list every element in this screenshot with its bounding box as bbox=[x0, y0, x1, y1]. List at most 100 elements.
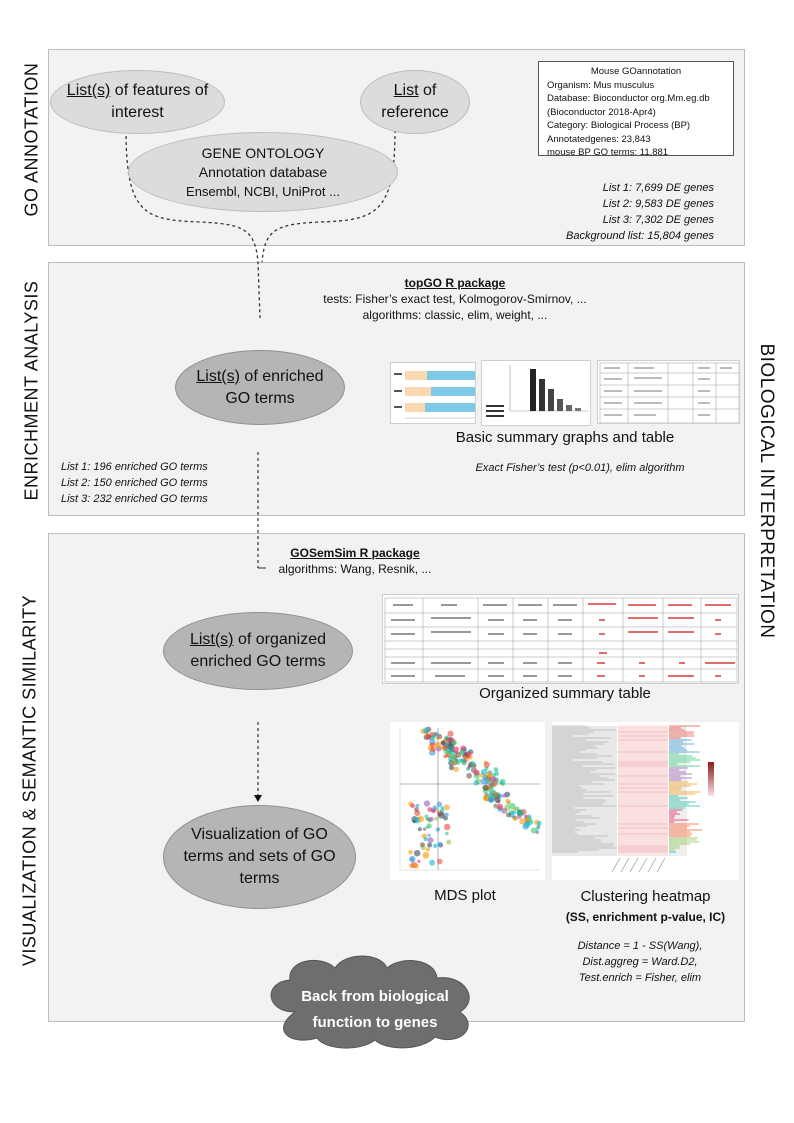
organized-table-thumbnail bbox=[382, 594, 739, 684]
mds-point bbox=[451, 759, 458, 766]
mds-point bbox=[499, 780, 504, 785]
mds-point bbox=[440, 808, 445, 813]
mds-point bbox=[434, 817, 438, 821]
mds-point bbox=[443, 815, 448, 821]
reference-line2: reference bbox=[381, 104, 449, 121]
mds-point bbox=[473, 780, 479, 786]
mds-point bbox=[462, 761, 466, 766]
mds-point bbox=[445, 831, 449, 836]
heatmap-column-label bbox=[629, 857, 639, 873]
mds-point bbox=[434, 741, 442, 749]
mds-point bbox=[419, 842, 425, 848]
mds-point bbox=[482, 794, 490, 801]
clustering-heatmap-thumbnail bbox=[552, 722, 739, 880]
info-line: Database: Bioconductor org.Mm.eg.db bbox=[547, 93, 710, 104]
mds-point bbox=[455, 752, 462, 758]
mds-point bbox=[417, 859, 421, 863]
mds-point bbox=[423, 836, 428, 842]
mds-point bbox=[409, 855, 416, 863]
back-cloud-text: Back from biological function to genes bbox=[280, 984, 470, 1036]
enriched-line2: GO terms bbox=[225, 389, 295, 407]
mds-point bbox=[446, 839, 452, 845]
heatmap-column-label bbox=[620, 857, 630, 873]
mds-point bbox=[505, 798, 511, 804]
info-line: mouse BP GO terms: 11,881 bbox=[547, 147, 669, 158]
mds-point bbox=[501, 807, 508, 814]
mds-point bbox=[453, 766, 459, 773]
mds-point bbox=[447, 737, 454, 743]
mds-point bbox=[424, 814, 429, 819]
mds-point bbox=[466, 772, 472, 779]
mds-point bbox=[443, 823, 451, 831]
mds-point bbox=[530, 827, 537, 834]
heatmap-column-label bbox=[611, 857, 621, 873]
basic-summary-caption: Basic summary graphs and table bbox=[455, 429, 675, 446]
mds-point bbox=[493, 767, 499, 772]
mds-point bbox=[524, 821, 531, 828]
mds-point bbox=[472, 764, 477, 768]
organized-go-terms-ellipse: List(s) of organized enriched GO terms bbox=[163, 612, 353, 690]
reference-text: of bbox=[418, 82, 437, 99]
mds-point bbox=[429, 859, 435, 866]
gene-ontology-ellipse: GENE ONTOLOGY Annotation database Ensemb… bbox=[128, 132, 398, 212]
mds-point bbox=[509, 802, 516, 810]
topgo-package-block: topGO R package tests: Fisher’s exact te… bbox=[270, 275, 640, 323]
mds-point bbox=[452, 746, 459, 753]
mds-point bbox=[490, 776, 497, 783]
mds-point bbox=[430, 746, 436, 752]
clustering-param: Test.enrich = Fisher, elim bbox=[578, 972, 702, 984]
enriched-lists: List 1: 196 enriched GO terms List 2: 15… bbox=[61, 459, 261, 507]
gene-list-item: List 3: 7,302 DE genes bbox=[602, 214, 714, 226]
mds-point bbox=[512, 810, 516, 815]
organized-underlined: List(s) bbox=[189, 631, 234, 648]
mds-point bbox=[493, 795, 498, 799]
mds-point bbox=[440, 740, 445, 745]
gosemsim-algorithms: algorithms: Wang, Resnik, ... bbox=[278, 562, 432, 576]
mds-point bbox=[436, 801, 443, 808]
mds-point bbox=[440, 745, 446, 751]
mds-point bbox=[425, 825, 429, 829]
mds-point bbox=[423, 727, 430, 734]
mds-point bbox=[459, 749, 465, 755]
mds-plot-caption: MDS plot bbox=[434, 887, 496, 904]
mds-point bbox=[444, 812, 449, 817]
features-of-interest-ellipse: List(s) of features of interest bbox=[50, 70, 225, 134]
mds-point bbox=[410, 803, 415, 809]
mds-point bbox=[496, 803, 504, 810]
gene-ontology-title: GENE ONTOLOGY bbox=[201, 144, 325, 161]
bar-chart-thumbnail bbox=[481, 360, 591, 426]
mds-point bbox=[482, 784, 489, 791]
mds-point bbox=[436, 858, 443, 865]
heatmap-column-label bbox=[638, 857, 648, 873]
mds-point bbox=[536, 820, 542, 826]
topgo-title: topGO R package bbox=[404, 276, 506, 290]
stacked-bar-thumbnail bbox=[390, 362, 476, 424]
info-box-title: Mouse GOannotation bbox=[590, 66, 682, 77]
heatmap-caption-line2: (SS, enrichment p-value, IC) bbox=[565, 910, 726, 924]
enriched-underlined: List(s) bbox=[196, 367, 240, 385]
mds-point bbox=[515, 806, 520, 811]
mds-point bbox=[492, 773, 496, 777]
clustering-param: Dist.aggreg = Ward.D2, bbox=[582, 956, 698, 968]
mds-plot-thumbnail bbox=[390, 722, 545, 880]
mds-point bbox=[415, 803, 420, 808]
reference-underlined: List bbox=[393, 82, 419, 99]
heatmap-column-label bbox=[647, 857, 657, 873]
visualization-line2: terms and sets of GO bbox=[183, 848, 336, 865]
gene-lists: List 1: 7,699 DE genes List 2: 9,583 DE … bbox=[520, 180, 714, 244]
back-cloud-line2: function to genes bbox=[312, 1014, 438, 1031]
organized-text: of organized bbox=[233, 631, 327, 648]
mds-point bbox=[417, 827, 422, 832]
enriched-list-item: List 3: 232 enriched GO terms bbox=[61, 493, 208, 505]
topgo-tests: tests: Fisher’s exact test, Kolmogorov-S… bbox=[323, 292, 587, 306]
mouse-annotation-info-box: Mouse GOannotation Organism: Mus musculu… bbox=[538, 61, 734, 158]
gosemsim-title: GOSemSim R package bbox=[290, 546, 420, 560]
reference-ellipse: List of reference bbox=[360, 70, 470, 134]
mds-point bbox=[428, 816, 434, 822]
mds-point bbox=[502, 793, 507, 798]
back-to-genes-cloud bbox=[270, 955, 470, 1049]
mds-point bbox=[435, 827, 441, 832]
mds-point bbox=[437, 841, 443, 848]
info-line: (Bioconductor 2018-Apr4) bbox=[547, 106, 656, 118]
info-line: Category: Biological Process (BP) bbox=[547, 120, 691, 131]
